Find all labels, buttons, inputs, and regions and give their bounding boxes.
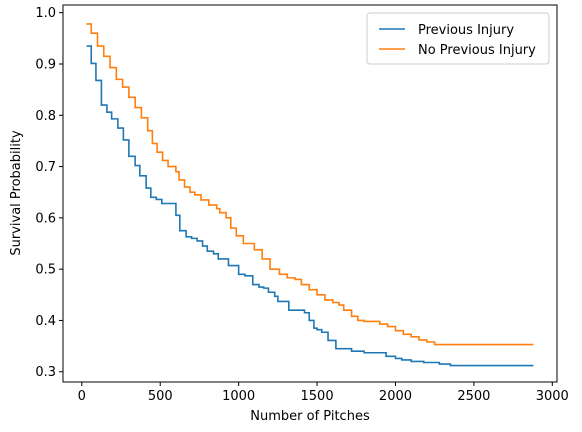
y-tick-label-0.4: 0.4: [35, 314, 56, 329]
x-tick-label-2000: 2000: [379, 389, 412, 404]
x-tick-label-2500: 2500: [457, 389, 490, 404]
y-axis-label: Survival Probability: [9, 130, 24, 256]
y-tick-label-0.9: 0.9: [35, 57, 56, 72]
series-line-previous-injury: [86, 45, 534, 367]
legend-box: [366, 12, 550, 65]
plot-lines: [86, 23, 534, 367]
x-tick-label-500: 500: [148, 389, 173, 404]
y-tick-label-0.7: 0.7: [35, 160, 56, 175]
series-line-no-previous-injury: [86, 23, 534, 346]
plot-frame: [62, 4, 558, 383]
x-tick-label-3000: 3000: [536, 389, 569, 404]
y-tick-label-1: 1.0: [35, 6, 56, 21]
legend-label-no-previous-injury: No Previous Injury: [418, 43, 536, 58]
y-tick-label-0.8: 0.8: [35, 109, 56, 124]
x-tick-label-1000: 1000: [222, 389, 255, 404]
legend: Previous Injury No Previous Injury: [366, 12, 550, 65]
x-axis-label: Number of Pitches: [250, 409, 370, 424]
y-tick-label-0.5: 0.5: [35, 263, 56, 278]
y-tick-label-0.6: 0.6: [35, 211, 56, 226]
y-tick-label-0.3: 0.3: [35, 365, 56, 380]
axis-ticks: 0 500 1000 1500 2000 2500 3000 0.3 0.4 0.5 0.6 0.7 0…: [35, 6, 569, 404]
legend-label-previous-injury: Previous Injury: [418, 23, 514, 38]
x-tick-label-1500: 1500: [301, 389, 334, 404]
x-tick-label-0: 0: [78, 389, 86, 404]
